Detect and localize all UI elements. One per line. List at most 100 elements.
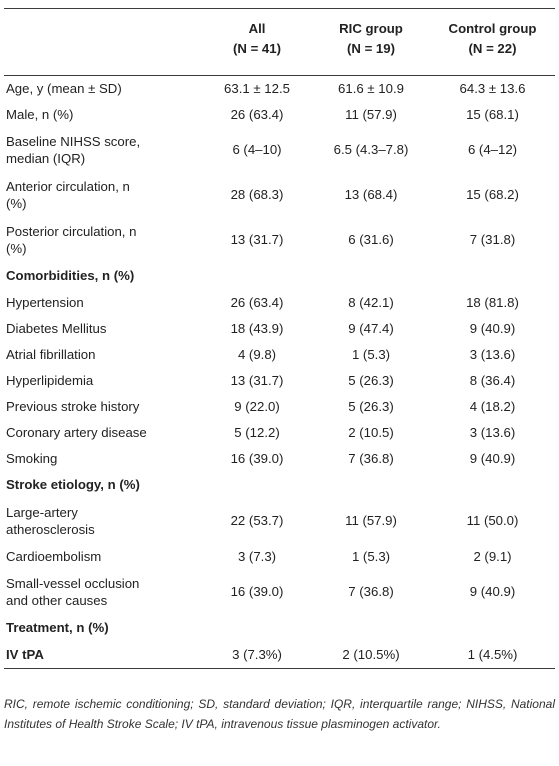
row-label: Male, n (%) [6, 106, 74, 122]
cell-control: 9 (40.9) [469, 320, 516, 336]
cell-all: 26 (63.4) [230, 106, 284, 122]
cell-ric: 1 (5.3) [351, 346, 391, 362]
table-row: Hyperlipidemia 13 (31.7) 5 (26.3) 8 (36.… [4, 368, 555, 394]
cell-control: 9 (40.9) [469, 584, 516, 600]
row-label: Diabetes Mellitus [6, 320, 107, 336]
table-row: Age, y (mean ± SD) 63.1 ± 12.5 61.6 ± 10… [4, 75, 555, 102]
table-row: Small-vessel occlusion and other causes … [4, 570, 555, 615]
cell-control: 11 (50.0) [466, 513, 519, 529]
section-row-comorbidities: Comorbidities, n (%) [4, 263, 555, 290]
cell-all: 13 (31.7) [230, 372, 284, 388]
cell-ric: 11 (57.9) [345, 513, 397, 529]
baseline-characteristics-table-wrapper: All (N = 41) RIC group (N = 19) Control … [4, 8, 555, 669]
cell-control: 7 (31.8) [469, 232, 516, 248]
header-cell-ric: RIC group (N = 19) [312, 9, 430, 76]
cell-ric: 7 (36.8) [348, 584, 394, 600]
row-label: Hyperlipidemia [6, 372, 94, 388]
row-label-line: and other causes [6, 593, 108, 608]
cell-ric: 6 (31.6) [348, 232, 394, 248]
table-row: Anterior circulation, n (%) 28 (68.3) 13… [4, 173, 555, 218]
cell-all: 3 (7.3%) [202, 641, 312, 669]
header-cell-control: Control group (N = 22) [430, 9, 555, 76]
section-heading: Treatment, n (%) [6, 620, 109, 636]
cell-all: 18 (43.9) [230, 320, 284, 336]
cell-all: 4 (9.8) [237, 346, 277, 362]
row-label: Large-artery atherosclerosis [4, 499, 202, 544]
cell-all: 5 (12.2) [234, 424, 280, 440]
cell-all: 3 (7.3) [237, 548, 277, 564]
row-label-line: Baseline NIHSS score, [6, 133, 141, 149]
row-label: Hypertension [6, 294, 84, 310]
row-label: Small-vessel occlusion and other causes [4, 570, 202, 615]
cell-ric: 9 (47.4) [348, 320, 394, 336]
cell-ric: 5 (26.3) [348, 398, 394, 414]
row-label-line: Anterior circulation, n [6, 178, 130, 194]
table-row: Male, n (%) 26 (63.4) 11 (57.9) 15 (68.1… [4, 102, 555, 128]
row-label-line: Posterior circulation, n [6, 223, 137, 239]
row-label: Previous stroke history [6, 398, 140, 414]
header-control-title: Control group [448, 21, 537, 36]
header-all-title: All [248, 21, 266, 36]
row-label: Anterior circulation, n (%) [4, 173, 202, 218]
header-control-n: (N = 22) [468, 41, 517, 56]
cell-control: 1 (4.5%) [430, 641, 555, 669]
row-label-line: (%) [6, 241, 27, 256]
section-row-stroke-etiology: Stroke etiology, n (%) [4, 472, 555, 499]
row-label-line: atherosclerosis [6, 522, 95, 537]
table-row: Previous stroke history 9 (22.0) 5 (26.3… [4, 394, 555, 420]
cell-control: 3 (13.6) [469, 346, 516, 362]
row-label: Age, y (mean ± SD) [6, 80, 122, 96]
cell-all: 16 (39.0) [230, 584, 284, 600]
header-cell-all: All (N = 41) [202, 9, 312, 76]
cell-ric: 8 (42.1) [348, 294, 394, 310]
cell-control: 3 (13.6) [469, 424, 516, 440]
cell-all: 28 (68.3) [230, 187, 284, 203]
row-label: Atrial fibrillation [6, 346, 96, 362]
cell-control: 15 (68.1) [466, 106, 519, 122]
footnote-text: RIC, remote ischemic conditioning; SD, s… [4, 697, 555, 731]
cell-all: 26 (63.4) [230, 294, 284, 310]
table-row: Baseline NIHSS score, median (IQR) 6 (4–… [4, 128, 555, 173]
cell-ric: 6.5 (4.3–7.8) [333, 142, 409, 158]
row-label-line: median (IQR) [6, 151, 86, 166]
row-label: Smoking [6, 450, 58, 466]
row-label: Coronary artery disease [6, 424, 147, 440]
cell-control: 15 (68.2) [466, 187, 519, 203]
cell-control: 4 (18.2) [469, 398, 516, 414]
table-row: IV tPA 3 (7.3%) 2 (10.5%) 1 (4.5%) [4, 641, 555, 669]
cell-ric: 1 (5.3) [351, 548, 391, 564]
cell-all: 13 (31.7) [230, 232, 284, 248]
cell-control: 18 (81.8) [466, 294, 519, 310]
cell-all: 22 (53.7) [230, 513, 284, 529]
cell-control: 2 (9.1) [473, 548, 512, 564]
row-label-line: (%) [6, 196, 27, 211]
cell-control: 8 (36.4) [469, 372, 516, 388]
table-row: Diabetes Mellitus 18 (43.9) 9 (47.4) 9 (… [4, 316, 555, 342]
cell-all: 6 (4–10) [232, 142, 282, 158]
cell-ric: 61.6 ± 10.9 [338, 80, 404, 96]
cell-ric: 2 (10.5%) [312, 641, 430, 669]
row-label-line: Small-vessel occlusion [6, 575, 140, 591]
table-row: Posterior circulation, n (%) 13 (31.7) 6… [4, 218, 555, 263]
row-label: IV tPA [4, 641, 202, 669]
header-row: All (N = 41) RIC group (N = 19) Control … [4, 9, 555, 76]
header-cell-label [4, 9, 202, 76]
cell-ric: 2 (10.5) [348, 424, 394, 440]
row-label-line: Large-artery [6, 504, 78, 520]
table-row: Hypertension 26 (63.4) 8 (42.1) 18 (81.8… [4, 290, 555, 316]
baseline-characteristics-table: All (N = 41) RIC group (N = 19) Control … [4, 8, 555, 669]
row-label: Baseline NIHSS score, median (IQR) [4, 128, 202, 173]
table-row: Coronary artery disease 5 (12.2) 2 (10.5… [4, 420, 555, 446]
cell-all: 63.1 ± 12.5 [224, 80, 290, 96]
section-heading: Comorbidities, n (%) [6, 268, 135, 284]
cell-ric: 7 (36.8) [348, 450, 394, 466]
cell-ric: 11 (57.9) [345, 106, 397, 122]
cell-all: 16 (39.0) [230, 450, 284, 466]
cell-ric: 13 (68.4) [344, 187, 398, 203]
table-footnote: RIC, remote ischemic conditioning; SD, s… [4, 694, 555, 734]
cell-all: 9 (22.0) [234, 398, 280, 414]
cell-control: 64.3 ± 13.6 [459, 80, 526, 96]
section-heading: Stroke etiology, n (%) [6, 477, 140, 493]
header-all-n: (N = 41) [232, 41, 281, 56]
cell-control: 6 (4–12) [467, 142, 518, 158]
